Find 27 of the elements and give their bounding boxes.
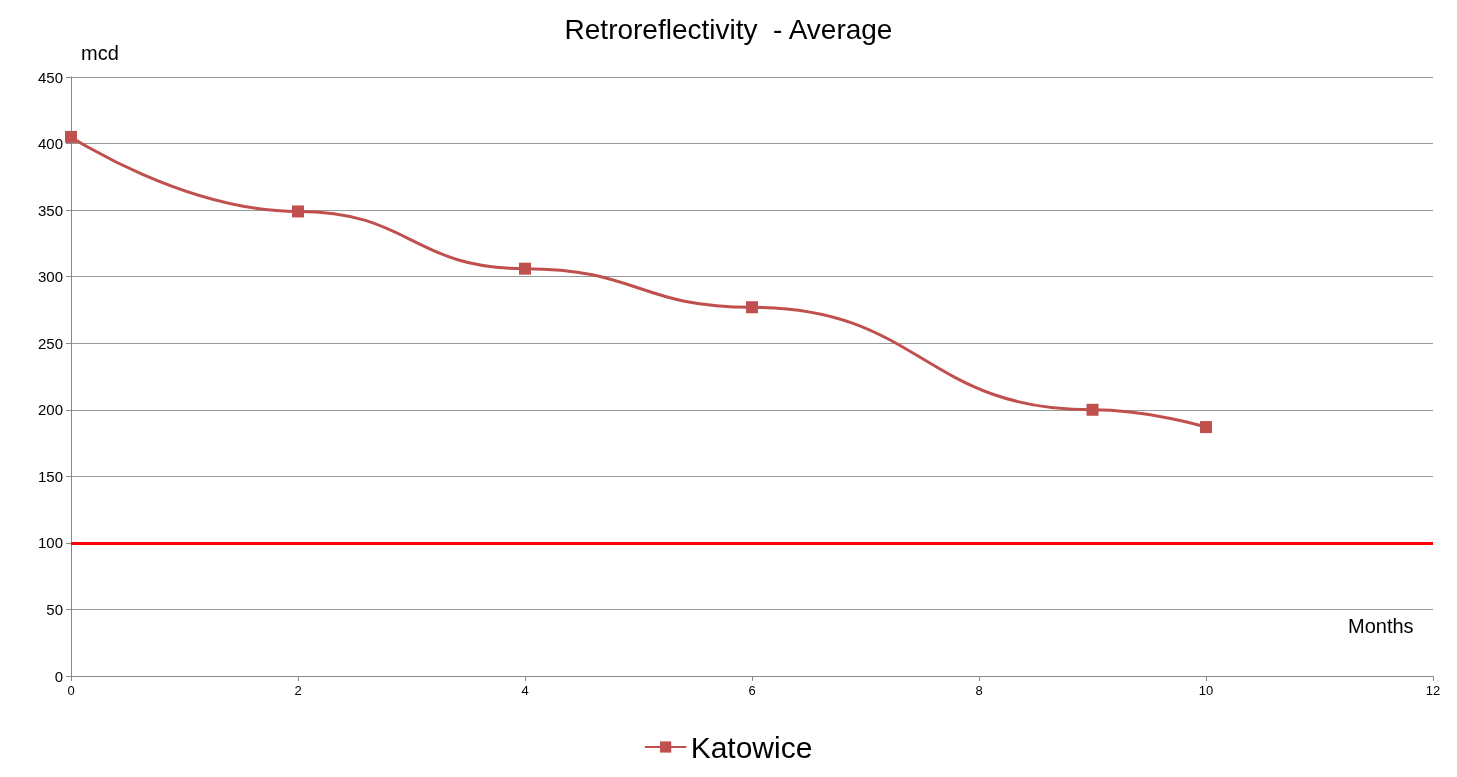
y-tick-label: 250	[37, 334, 63, 352]
y-tick-label: 50	[46, 600, 63, 618]
x-tick-label: 12	[1425, 683, 1441, 698]
x-tick-label: 8	[975, 683, 983, 698]
y-axis-title: mcd	[81, 42, 119, 64]
legend-label: Katowice	[690, 730, 813, 764]
point	[1200, 421, 1212, 434]
y-tick-label: 100	[37, 534, 63, 552]
y-tick-label: 0	[54, 667, 63, 685]
point	[65, 130, 77, 143]
x-tick-label: 2	[294, 683, 302, 698]
y-tick-label: 150	[37, 467, 63, 485]
point	[519, 262, 531, 275]
x-tick-label: 10	[1198, 683, 1214, 698]
y-tick-label: 300	[37, 268, 63, 286]
point	[292, 205, 304, 218]
point	[746, 301, 758, 314]
point	[1086, 403, 1099, 416]
y-tick-label: 200	[37, 401, 63, 419]
x-tick-label: 6	[748, 683, 756, 698]
x-tick-label: 4	[521, 683, 529, 698]
y-tick-label: 350	[37, 201, 63, 219]
x-tick-label: 0	[67, 683, 75, 698]
chart-title: Retroreflectivity - Average	[564, 13, 893, 45]
y-tick-label: 450	[37, 68, 63, 86]
y-tick-label: 400	[37, 135, 63, 153]
x-axis-title: Months	[1348, 615, 1414, 637]
